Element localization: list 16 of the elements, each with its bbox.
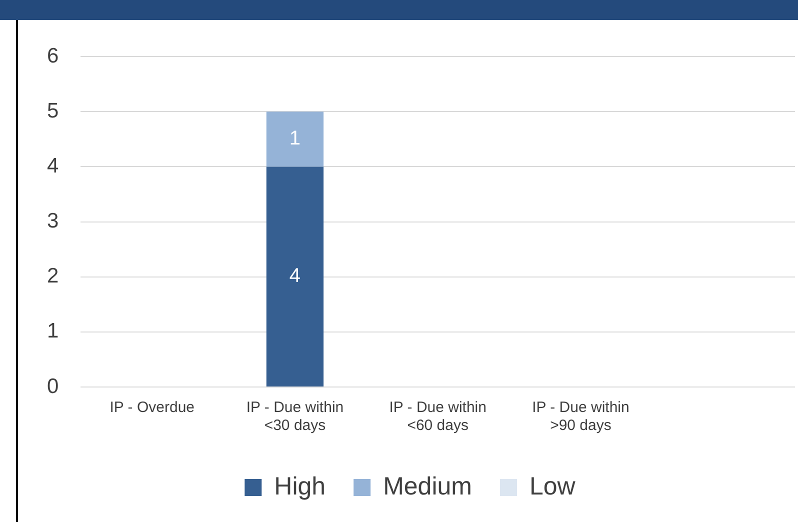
data-label: 4	[289, 265, 301, 288]
y-tick-label: 1	[46, 320, 59, 343]
data-label: 1	[289, 128, 301, 150]
x-tick-label: IP - Overdue	[110, 399, 194, 416]
y-tick-label: 6	[46, 44, 59, 68]
y-tick-label: 5	[46, 99, 59, 122]
y-tick-label: 4	[46, 154, 59, 178]
x-tick-label: IP - Due within <60 days	[389, 399, 486, 434]
x-tick-label: IP - Due within <30 days	[246, 399, 344, 434]
y-tick-label: 0	[46, 374, 59, 398]
x-tick-label: IP - Due within >90 days	[532, 399, 630, 434]
legend-label: Low	[529, 472, 576, 500]
y-tick-label: 3	[46, 210, 59, 233]
y-tick-label: 2	[46, 264, 59, 288]
legend-label: Medium	[383, 472, 472, 500]
legend-label: High	[274, 472, 326, 500]
